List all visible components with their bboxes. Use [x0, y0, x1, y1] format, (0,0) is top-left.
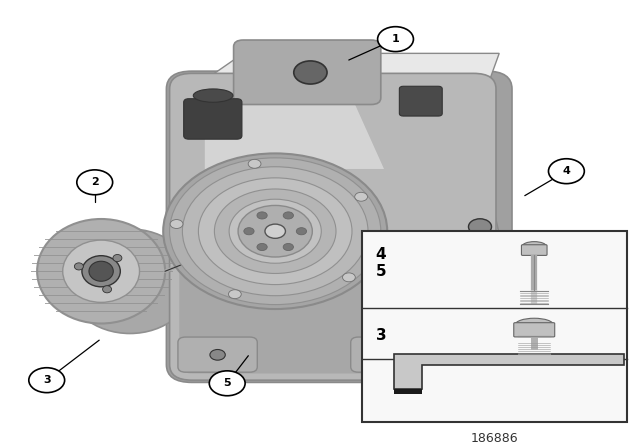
- Ellipse shape: [82, 256, 120, 287]
- Ellipse shape: [102, 286, 111, 293]
- Ellipse shape: [66, 229, 194, 333]
- Ellipse shape: [193, 89, 233, 102]
- FancyBboxPatch shape: [170, 73, 496, 380]
- Polygon shape: [192, 53, 499, 89]
- FancyBboxPatch shape: [184, 99, 242, 139]
- Text: 186886: 186886: [470, 432, 518, 445]
- FancyBboxPatch shape: [351, 337, 430, 372]
- Circle shape: [283, 243, 293, 250]
- Circle shape: [265, 224, 285, 238]
- Circle shape: [342, 273, 355, 282]
- Text: 5: 5: [223, 378, 231, 388]
- Ellipse shape: [89, 261, 113, 281]
- Circle shape: [468, 219, 492, 235]
- FancyBboxPatch shape: [522, 245, 547, 255]
- Circle shape: [229, 199, 321, 263]
- Circle shape: [182, 167, 368, 296]
- Polygon shape: [394, 389, 422, 394]
- Circle shape: [296, 228, 307, 235]
- Circle shape: [170, 220, 183, 228]
- FancyBboxPatch shape: [179, 258, 486, 374]
- FancyBboxPatch shape: [514, 323, 555, 337]
- Polygon shape: [205, 98, 384, 169]
- Text: 2: 2: [91, 177, 99, 187]
- Circle shape: [214, 189, 336, 273]
- Circle shape: [163, 153, 387, 309]
- Ellipse shape: [74, 263, 83, 270]
- Circle shape: [257, 212, 268, 219]
- Text: 3: 3: [376, 328, 387, 343]
- FancyBboxPatch shape: [166, 71, 512, 383]
- Circle shape: [228, 290, 241, 299]
- Ellipse shape: [515, 318, 554, 332]
- Circle shape: [77, 170, 113, 195]
- Text: 4: 4: [563, 166, 570, 176]
- Circle shape: [294, 61, 327, 84]
- Ellipse shape: [522, 241, 547, 251]
- Circle shape: [472, 275, 500, 294]
- Circle shape: [244, 228, 254, 235]
- Circle shape: [383, 349, 398, 360]
- FancyBboxPatch shape: [178, 337, 257, 372]
- Text: 4: 4: [376, 247, 387, 262]
- Circle shape: [170, 158, 381, 305]
- Circle shape: [210, 349, 225, 360]
- Ellipse shape: [113, 254, 122, 262]
- Circle shape: [378, 27, 413, 52]
- Bar: [362, 231, 627, 422]
- Circle shape: [29, 368, 65, 392]
- Circle shape: [257, 243, 268, 250]
- Text: 5: 5: [376, 264, 387, 279]
- Circle shape: [209, 371, 245, 396]
- Ellipse shape: [37, 219, 165, 323]
- Circle shape: [480, 280, 493, 289]
- Polygon shape: [394, 354, 624, 389]
- Circle shape: [248, 159, 261, 168]
- Circle shape: [355, 192, 367, 201]
- Polygon shape: [461, 178, 525, 347]
- Ellipse shape: [63, 240, 140, 302]
- Circle shape: [198, 178, 352, 284]
- Text: 1: 1: [392, 34, 399, 44]
- Circle shape: [548, 159, 584, 184]
- Text: 3: 3: [43, 375, 51, 385]
- FancyBboxPatch shape: [234, 40, 381, 104]
- Circle shape: [283, 212, 293, 219]
- FancyBboxPatch shape: [399, 86, 442, 116]
- Circle shape: [238, 206, 312, 257]
